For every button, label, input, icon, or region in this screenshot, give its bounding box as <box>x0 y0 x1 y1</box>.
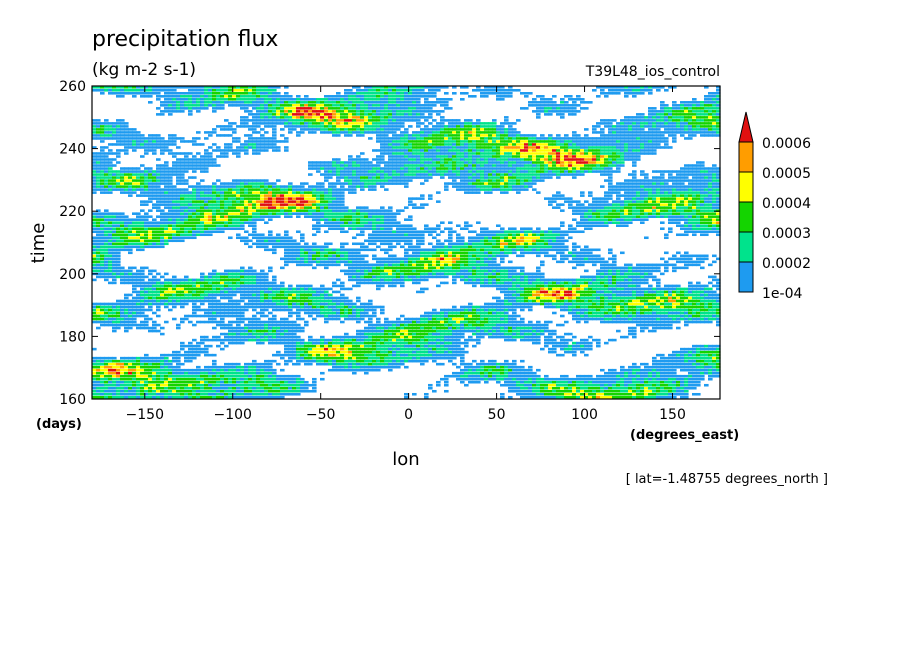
y-tick-label: 180 <box>59 329 86 345</box>
y-units-label: (days) <box>36 417 82 432</box>
x-tick-label: −100 <box>214 407 252 423</box>
y-tick-label: 200 <box>59 267 86 283</box>
chart-subtitle: (kg m-2 s-1) <box>92 60 196 80</box>
chart-title: precipitation flux <box>92 27 278 52</box>
colorbar-label: 0.0006 <box>762 136 811 152</box>
colorbar-extend-arrow <box>739 112 753 142</box>
x-tick-label: −150 <box>126 407 164 423</box>
y-tick-label: 160 <box>59 392 86 408</box>
x-units-label: (degrees_east) <box>630 428 739 443</box>
x-tick-label: 100 <box>571 407 598 423</box>
colorbar-label: 1e-04 <box>762 286 802 302</box>
colorbar-swatch <box>739 172 753 202</box>
latitude-footer: [ lat=-1.48755 degrees_north ] <box>626 472 828 487</box>
colorbar-label: 0.0003 <box>762 226 811 242</box>
colorbar-label: 0.0002 <box>762 256 811 272</box>
y-tick-label: 220 <box>59 204 86 220</box>
y-tick-label: 260 <box>59 79 86 95</box>
colorbar-swatch <box>739 142 753 172</box>
colorbar-swatch <box>739 262 753 292</box>
x-tick-label: 50 <box>488 407 506 423</box>
y-tick-label: 240 <box>59 142 86 158</box>
x-tick-label: −50 <box>306 407 336 423</box>
colorbar: 1e-04 0.0002 0.0003 0.0004 0.0005 0.0006 <box>739 112 811 302</box>
colorbar-label: 0.0005 <box>762 166 811 182</box>
colorbar-swatch <box>739 232 753 262</box>
run-label: T39L48_ios_control <box>585 64 720 80</box>
colorbar-swatch <box>739 202 753 232</box>
colorbar-label: 0.0004 <box>762 196 811 212</box>
x-axis-label: lon <box>392 449 419 470</box>
x-tick-label: 0 <box>404 407 413 423</box>
y-axis-label: time <box>28 223 49 264</box>
x-tick-label: 150 <box>659 407 686 423</box>
